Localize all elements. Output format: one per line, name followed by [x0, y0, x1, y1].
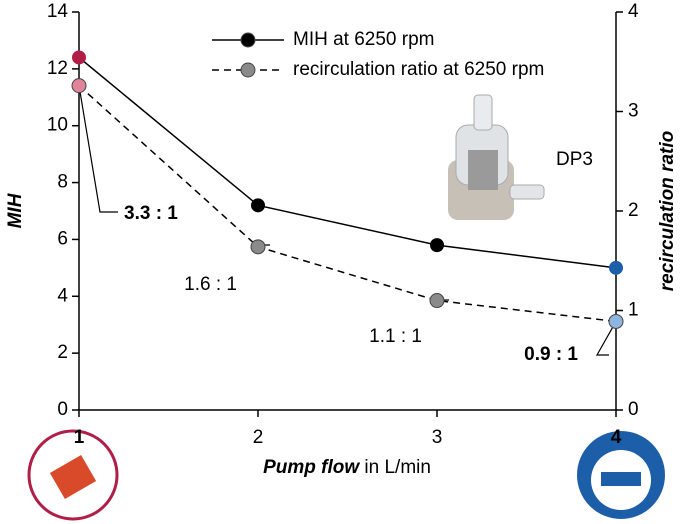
y-tick-label: 14 — [47, 1, 69, 22]
annotation: DP3 — [556, 149, 593, 170]
leader-line — [78, 85, 118, 213]
data-point — [72, 50, 86, 65]
data-point — [429, 293, 445, 309]
y-tick-label: 12 — [47, 58, 68, 79]
x-axis-title: Pump flow in L/min — [263, 457, 431, 478]
y-tick-label: 2 — [57, 342, 68, 363]
data-point — [609, 260, 623, 275]
y2-axis-title: recirculation ratio — [657, 131, 678, 292]
icon-left — [27, 429, 119, 521]
y-axis-title: MIH — [5, 192, 26, 228]
data-point — [251, 198, 265, 213]
data-point — [250, 239, 266, 255]
data-point — [430, 238, 444, 253]
y2-tick-label: 3 — [628, 101, 639, 122]
data-label: 0.9 : 1 — [524, 344, 578, 365]
x-tick-label: 2 — [253, 427, 264, 448]
series-line — [78, 56, 617, 269]
series-line — [78, 85, 617, 323]
x-axis-title-main: Pump flow — [263, 457, 360, 478]
x-tick-label: 4 — [611, 427, 622, 448]
x-tick-label: 1 — [74, 427, 85, 448]
data-point — [71, 78, 87, 94]
legend-marker — [240, 32, 256, 48]
device-illustration — [448, 94, 545, 220]
leader-line — [595, 321, 617, 356]
data-label: 3.3 : 1 — [124, 203, 178, 224]
y2-tick-label: 2 — [628, 200, 639, 221]
y-tick-label: 6 — [57, 228, 68, 249]
x-tick-label: 3 — [432, 427, 443, 448]
legend-label: MIH at 6250 rpm — [293, 29, 435, 50]
icon-right — [577, 431, 665, 519]
x-axis-title-unit: in L/min — [364, 457, 431, 478]
data-point — [608, 313, 624, 329]
y2-tick-label: 1 — [628, 300, 639, 321]
y-tick-label: 8 — [57, 172, 68, 193]
y2-tick-label: 0 — [628, 399, 639, 420]
y-tick-label: 10 — [47, 115, 68, 136]
data-label: 1.6 : 1 — [184, 274, 237, 295]
y-tick-label: 0 — [57, 399, 68, 420]
legend-marker — [240, 62, 256, 78]
data-label: 1.1 : 1 — [369, 326, 422, 347]
y2-tick-label: 4 — [628, 1, 639, 22]
y-tick-label: 4 — [57, 285, 68, 306]
legend-label: recirculation ratio at 6250 rpm — [293, 59, 544, 80]
